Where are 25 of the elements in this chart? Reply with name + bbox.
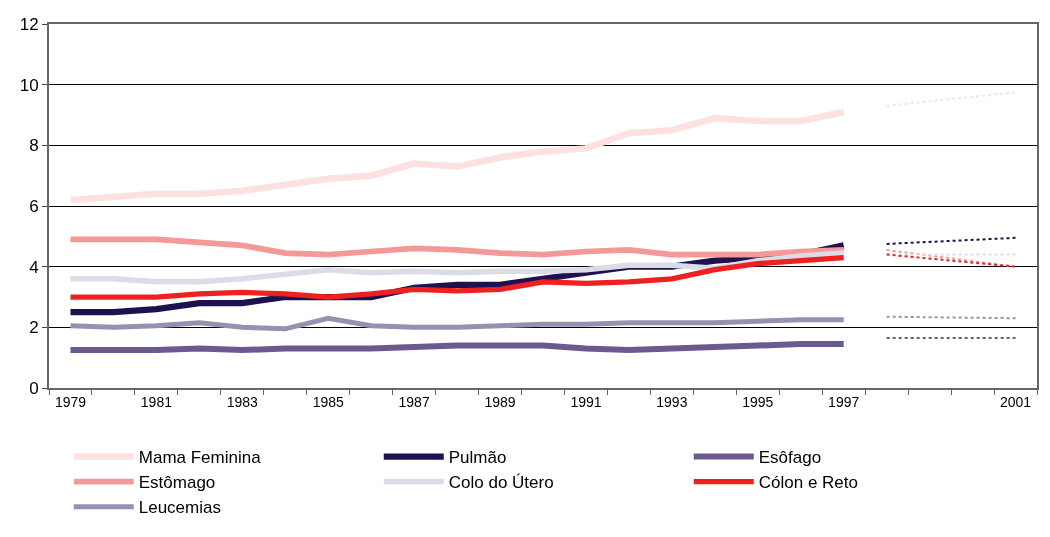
x-tick-label: 1987 (398, 393, 430, 410)
x-tick-label: 1981 (140, 393, 173, 410)
legend-label: Esôfago (758, 448, 822, 468)
y-tick-label: 6 (29, 196, 39, 216)
legend-label: Pulmão (448, 448, 507, 468)
legend-label: Colo do Útero (448, 473, 554, 493)
x-tick-label: 2001 (999, 393, 1032, 410)
x-tick-label: 1991 (570, 393, 602, 410)
x-tick-label: 1989 (484, 393, 516, 410)
x-tick-label: 1993 (656, 393, 688, 410)
x-tick-label: 1983 (226, 393, 259, 410)
y-tick-label: 0 (29, 378, 39, 398)
x-tick-label: 1995 (742, 393, 774, 410)
legend-label: Cólon e Reto (758, 473, 858, 493)
y-tick-label: 10 (19, 75, 39, 95)
y-tick-label: 4 (29, 257, 39, 277)
y-tick-label: 12 (19, 14, 39, 34)
y-tick-label: 2 (29, 318, 39, 338)
x-tick-label: 1985 (312, 393, 344, 410)
legend-label: Leucemias (138, 498, 221, 518)
y-tick-label: 8 (29, 136, 39, 156)
x-tick-label: 1979 (54, 393, 87, 410)
x-tick-label: 1997 (828, 393, 860, 410)
legend-label: Mama Feminina (138, 448, 262, 468)
legend-label: Estômago (138, 473, 216, 493)
